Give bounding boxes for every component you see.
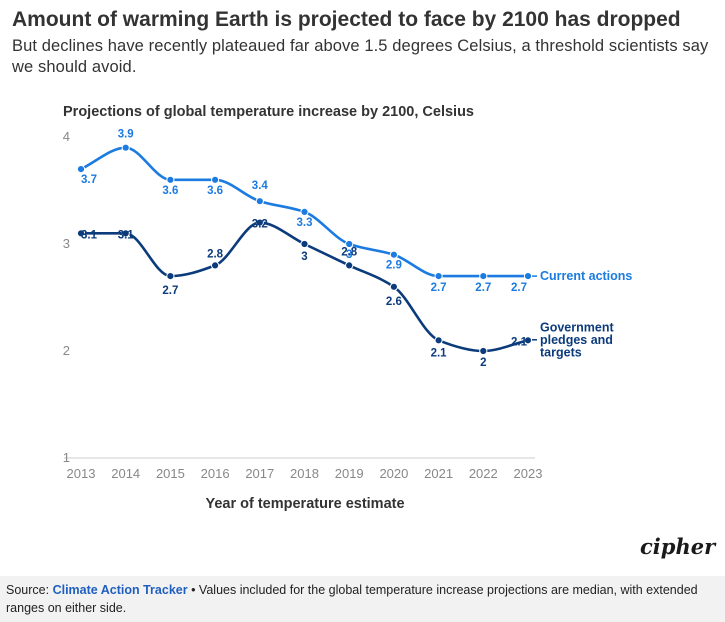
point-government-pledges [389,282,398,291]
data-label-current-actions: 2.9 [386,260,402,272]
y-tick-label: 4 [63,129,70,144]
data-label-government-pledges: 3 [301,251,307,263]
x-tick-label: 2019 [335,466,364,481]
point-government-pledges [76,229,86,238]
data-label-government-pledges: 2.1 [431,347,448,359]
point-current-actions [166,175,175,184]
data-label-current-actions: 3.4 [252,180,269,192]
point-current-actions [255,197,264,206]
data-label-current-actions: 3.6 [162,185,178,197]
source-prefix: Source: [6,583,50,597]
x-axis-label: Year of temperature estimate [205,496,405,512]
data-label-current-actions: 3.6 [207,185,223,197]
point-government-pledges [479,346,488,356]
point-government-pledges [523,336,533,345]
data-label-government-pledges: 3.2 [252,219,268,231]
x-tick-label: 2023 [514,466,543,481]
point-current-actions [479,272,488,281]
cipher-logo: cipher [640,534,716,559]
data-label-government-pledges: 2.8 [207,248,224,260]
point-government-pledges [121,229,130,238]
data-label-current-actions: 2.7 [431,282,447,294]
data-label-current-actions: 3.9 [118,129,134,141]
series-label-current-actions: Current actions [540,269,632,283]
x-tick-label: 2021 [424,466,453,481]
x-tick-label: 2018 [290,466,319,481]
chart-heading: Projections of global temperature increa… [63,104,474,120]
point-current-actions [434,272,443,281]
data-label-government-pledges: 2 [480,357,486,369]
point-government-pledges [166,272,175,281]
series-label-government-pledges: Government pledges and targets [540,320,614,359]
series-label-line: pledges and [540,333,613,347]
point-current-actions [300,207,309,216]
x-tick-label: 2015 [156,466,185,481]
chart-title: Amount of warming Earth is projected to … [12,8,681,31]
source-footer: Source: Climate Action Tracker • Values … [0,576,725,622]
data-label-government-pledges: 2.1 [511,336,528,348]
point-government-pledges [255,218,264,227]
point-current-actions [211,175,220,184]
data-label-government-pledges: 2.8 [341,246,358,258]
data-label-current-actions: 3.3 [297,217,313,229]
x-tick-label: 2020 [379,466,408,481]
point-government-pledges [300,239,309,249]
y-tick-label: 1 [63,450,70,465]
point-current-actions [76,165,86,174]
point-current-actions [121,143,130,152]
series-label-line: Government [540,320,614,334]
data-label-government-pledges: 3.1 [81,229,98,241]
line-chart: 1 2 3 4 2013 2014 2015 2016 2017 2018 2019 2020 2021… [63,129,633,481]
series-label-line: targets [540,345,582,359]
point-government-pledges [434,336,443,345]
y-tick-label: 3 [63,236,70,251]
source-note: • Values included for the global tempera… [6,583,698,615]
data-label-current-actions: 2.7 [475,282,491,294]
data-label-government-pledges: 2.6 [386,296,402,308]
data-label-current-actions: 3.7 [81,174,97,186]
source-link[interactable]: Climate Action Tracker [52,583,188,597]
y-tick-label: 2 [63,343,70,358]
x-tick-label: 2017 [245,466,274,481]
data-label-government-pledges: 2.7 [162,285,178,297]
x-tick-label: 2013 [67,466,96,481]
data-label-current-actions: 2.7 [511,282,527,294]
point-government-pledges [345,261,354,270]
point-current-actions [345,239,354,249]
x-tick-label: 2022 [469,466,498,481]
point-government-pledges [211,261,220,270]
chart-subtitle: But declines have recently plateaued far… [12,37,709,76]
data-label-government-pledges: 3.1 [118,229,135,241]
point-current-actions [523,272,533,281]
data-label-current-actions: 3 [346,249,352,261]
x-tick-label: 2014 [111,466,140,481]
point-current-actions [389,250,398,259]
x-tick-label: 2016 [201,466,230,481]
